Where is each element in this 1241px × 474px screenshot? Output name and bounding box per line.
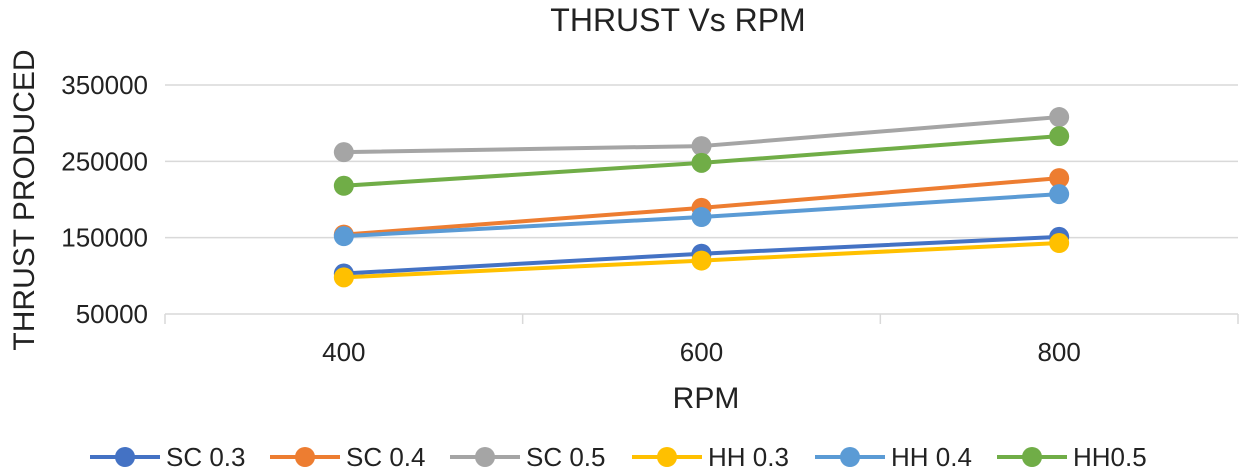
legend-marker [115, 447, 135, 467]
y-tick-labels: 50000 150000 250000 350000 [61, 70, 148, 329]
data-point [1049, 126, 1070, 147]
y-tick-label: 250000 [61, 146, 148, 176]
x-tick-labels: 400 600 800 [322, 337, 1081, 367]
series-hh0-5 [333, 126, 1070, 196]
legend-item: HH 0.4 [815, 442, 972, 472]
legend-label: SC 0.3 [166, 442, 246, 472]
data-point [691, 250, 712, 271]
x-tick-label: 800 [1037, 337, 1080, 367]
legend-marker [1022, 447, 1042, 467]
data-point [1049, 168, 1070, 189]
x-tick-label: 600 [680, 337, 723, 367]
legend-marker [295, 447, 315, 467]
data-point [1049, 107, 1070, 128]
axes [164, 313, 1239, 324]
legend: SC 0.3 SC 0.4 SC 0.5 HH 0.3 HH 0.4 HH0.5 [90, 442, 1147, 472]
data-point [333, 175, 354, 196]
legend-label: SC 0.4 [346, 442, 426, 472]
data-point [691, 136, 712, 157]
data-point [691, 152, 712, 173]
legend-label: HH0.5 [1073, 442, 1147, 472]
data-point [333, 267, 354, 288]
legend-marker [657, 447, 677, 467]
data-point [691, 207, 712, 228]
series-hh-0-4 [333, 184, 1070, 247]
legend-marker [840, 447, 860, 467]
legend-item: SC 0.5 [450, 442, 606, 472]
x-axis-title: RPM [673, 382, 740, 415]
y-tick-label: 150000 [61, 223, 148, 253]
y-tick-label: 50000 [76, 299, 148, 329]
legend-marker [475, 447, 495, 467]
legend-item: SC 0.4 [270, 442, 426, 472]
data-point [333, 226, 354, 247]
legend-item: HH0.5 [997, 442, 1147, 472]
legend-label: HH 0.4 [891, 442, 972, 472]
legend-label: SC 0.5 [526, 442, 606, 472]
y-tick-label: 350000 [61, 70, 148, 100]
series-lines [333, 107, 1070, 288]
series-hh-0-3 [333, 233, 1070, 288]
x-tick-label: 400 [322, 337, 365, 367]
legend-item: HH 0.3 [632, 442, 789, 472]
data-point [1049, 184, 1070, 205]
legend-item: SC 0.3 [90, 442, 246, 472]
data-point [1049, 233, 1070, 254]
data-point [333, 142, 354, 163]
chart-title: THRUST Vs RPM [550, 2, 805, 38]
y-axis-title: THRUST PRODUCED [8, 49, 41, 350]
series-sc-0-5 [333, 107, 1070, 163]
legend-label: HH 0.3 [708, 442, 789, 472]
